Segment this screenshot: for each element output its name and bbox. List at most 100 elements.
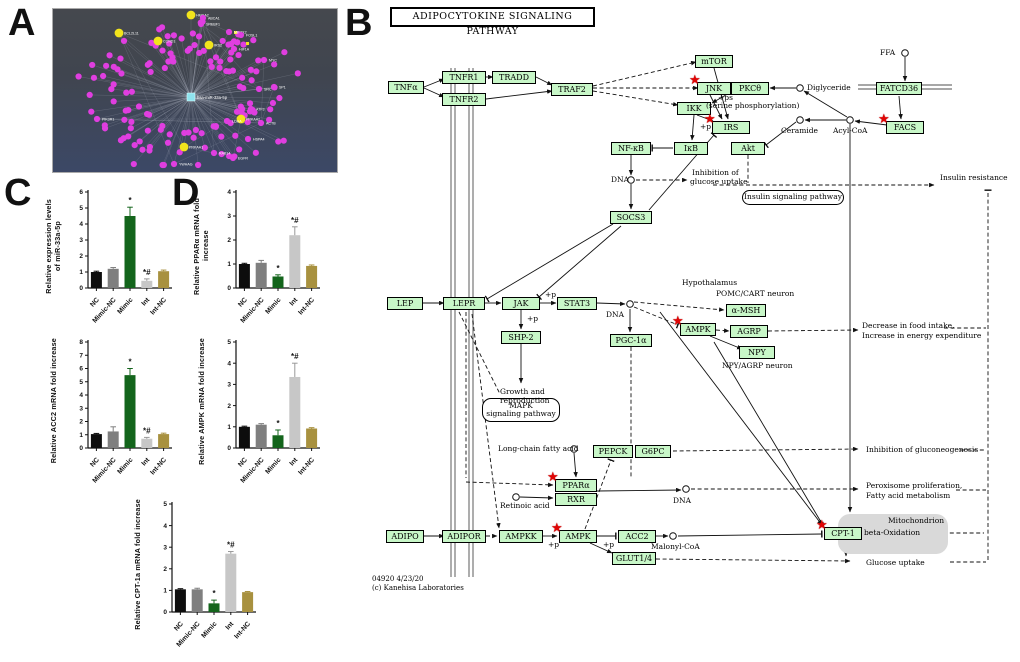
- pathway-text: Increase in energy expenditure: [862, 331, 982, 340]
- network-node: [184, 47, 191, 54]
- pathway-node-stat3[interactable]: STAT3: [557, 296, 597, 310]
- category-label: NC: [173, 621, 185, 633]
- metabolite-circle: [627, 176, 635, 184]
- pathway-node-rxr[interactable]: RXR: [555, 492, 597, 506]
- bar-Int-NC: [306, 265, 318, 288]
- bar-Mimic-NC: [191, 589, 203, 612]
- network-node: [267, 106, 274, 113]
- significance-marker: *#: [291, 216, 299, 225]
- pathway-node-g6pc[interactable]: G6PC: [635, 444, 671, 458]
- pathway-node-tnfr1[interactable]: TNFR1: [442, 70, 486, 84]
- network-node: [294, 70, 301, 77]
- pathway-node-jnk[interactable]: JNK: [697, 81, 731, 95]
- pathway-text: +p: [545, 290, 557, 299]
- pathway-node-ampkk[interactable]: AMPKK: [499, 529, 543, 543]
- network-node-SP1: [270, 83, 278, 91]
- network-node-label: SRC: [264, 88, 272, 92]
- pathway-text: Decrease in food intake,: [862, 321, 955, 330]
- svg-text:5: 5: [227, 339, 231, 346]
- bar-Mimic-NC: [107, 431, 119, 448]
- metabolite-circle: [626, 300, 634, 308]
- pathway-node-fatcd36[interactable]: FATCD36: [876, 81, 922, 95]
- pathway-node-lepr[interactable]: LEPR: [443, 296, 485, 310]
- pathway-text: DNA: [606, 310, 624, 319]
- pathway-node-ikk[interactable]: IKK: [677, 101, 711, 115]
- pathway-node-iκb[interactable]: IκB: [674, 141, 708, 155]
- pathway-node-α-msh[interactable]: α-MSH: [726, 303, 766, 317]
- pathway-node-pkcθ[interactable]: PKCθ: [731, 81, 769, 95]
- pathway-node-socs3[interactable]: SOCS3: [610, 210, 652, 224]
- pathway-node-traf2[interactable]: TRAF2: [551, 82, 593, 96]
- metabolite-circle: [682, 485, 690, 493]
- network-node: [280, 137, 287, 144]
- network-node: [89, 61, 96, 69]
- network-node: [271, 61, 278, 68]
- svg-text:4: 4: [163, 523, 167, 530]
- bar-chart-mir33a: Relative expression levels of miR-33a-5p 0…: [40, 184, 182, 336]
- pathway-node-facs[interactable]: FACS: [886, 120, 924, 134]
- network-canvas: HMGA2ABCA1SREBF1MEOX2FOSL1BCL2L11CCND1IR…: [75, 10, 301, 169]
- pathway-text: Peroxisome proliferation,: [866, 481, 963, 490]
- network-node: [275, 138, 282, 145]
- pathway-node-cpt-1[interactable]: CPT-1: [824, 526, 862, 540]
- pathway-node-irs[interactable]: IRS: [712, 120, 750, 134]
- pathway-node-adipor[interactable]: ADIPOR: [442, 529, 486, 543]
- category-label: Int: [141, 456, 152, 467]
- network-node-label: PRKAA2: [246, 118, 260, 122]
- bar-NC: [174, 589, 186, 612]
- network-node: [269, 99, 277, 107]
- pathway-node-ampk[interactable]: AMPK: [559, 529, 597, 543]
- pathway-node-pepck[interactable]: PEPCK: [593, 444, 633, 458]
- bar-Mimic: [272, 276, 284, 288]
- bar-Int-NC: [158, 434, 170, 448]
- metabolite-circle: [846, 116, 854, 124]
- pathway-node-lep[interactable]: LEP: [387, 296, 423, 310]
- network-node: [185, 129, 192, 136]
- pathway-node-agrp[interactable]: AGRP: [730, 324, 768, 338]
- network-node-HMGA2: [186, 10, 196, 20]
- network-node: [252, 149, 259, 156]
- network-node: [108, 86, 115, 93]
- panel-a-label: A: [8, 2, 36, 44]
- pathway-node-ampk[interactable]: AMPK: [680, 322, 716, 336]
- category-label: Mimic: [200, 620, 218, 639]
- pathway-node-akt[interactable]: Akt: [731, 141, 765, 155]
- pathway-node-tnfα[interactable]: TNFα: [388, 80, 424, 94]
- pathway-node-pgc-1α[interactable]: PGC-1α: [610, 333, 652, 347]
- svg-text:5: 5: [163, 501, 167, 508]
- pathway-node-tradd[interactable]: TRADD: [492, 70, 536, 84]
- svg-text:1: 1: [227, 424, 231, 431]
- pathway-node-shp-2[interactable]: SHP-2: [501, 330, 541, 344]
- bar-NC: [238, 426, 250, 448]
- pathway-node-tnfr2[interactable]: TNFR2: [442, 92, 486, 106]
- pathway-node-npy[interactable]: NPY: [739, 345, 775, 359]
- network-node-HIF1A: [230, 45, 238, 53]
- panel-b-label: B: [345, 2, 373, 44]
- svg-text:2: 2: [79, 253, 83, 260]
- network-node: [123, 89, 130, 96]
- network-node: [110, 98, 117, 105]
- pathway-node-nf-κb[interactable]: NF-κB: [611, 141, 651, 155]
- category-label: Mimic: [116, 296, 134, 315]
- category-label: Int-NC: [149, 297, 168, 317]
- network-node-MYC: [260, 56, 268, 64]
- pathway-node-adipo[interactable]: ADIPO: [386, 529, 424, 543]
- bar-NC: [90, 434, 102, 448]
- pathway-text: +p: [527, 314, 539, 323]
- pathway-node-acc2[interactable]: ACC2: [618, 529, 656, 543]
- pathway-node-mtor[interactable]: mTOR: [695, 54, 733, 68]
- svg-text:4: 4: [79, 392, 83, 399]
- pathway-node-jak[interactable]: JAK: [502, 296, 540, 310]
- network-node: [135, 103, 143, 110]
- svg-text:8: 8: [79, 339, 83, 346]
- network-node: [147, 68, 154, 76]
- pathway-text: FFA: [880, 48, 896, 57]
- pathway-text: NPY/AGRP neuron: [722, 361, 793, 370]
- network-node: [159, 122, 166, 130]
- svg-text:0: 0: [79, 285, 83, 292]
- network-node-ABCA1: [199, 14, 207, 22]
- pathway-text: DNA: [611, 175, 629, 184]
- pathway-node-pparα[interactable]: PPARα: [555, 478, 597, 492]
- pathway-node-glut1-4[interactable]: GLUT1/4: [612, 551, 656, 565]
